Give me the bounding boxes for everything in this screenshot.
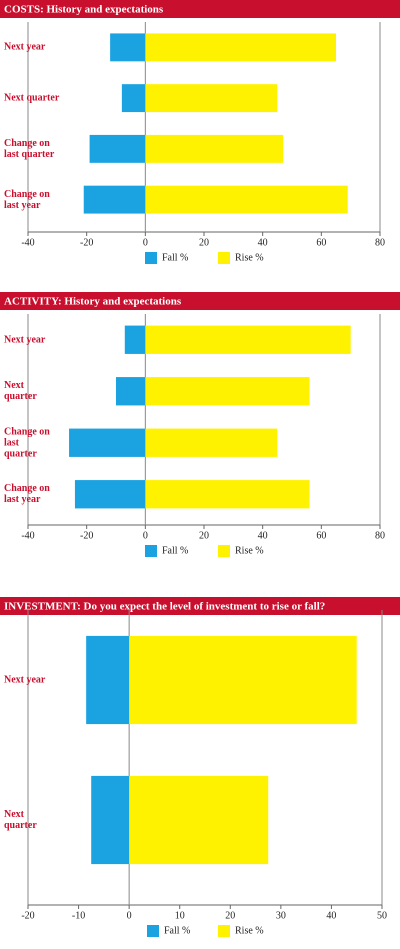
category-label: Change on last quarter [4, 137, 55, 160]
category-label: Next year [4, 674, 46, 686]
x-tick-label: 0 [143, 530, 148, 541]
bar [89, 134, 146, 163]
bar [145, 33, 336, 62]
x-tick-label: 0 [127, 910, 132, 921]
chart-panel: ACTIVITY: History and expectations -40 -20… [0, 292, 400, 557]
legend-label: Rise % [235, 925, 264, 936]
x-tick-label: -10 [72, 910, 85, 921]
x-tick-label: 40 [258, 530, 268, 541]
bar [129, 635, 357, 725]
legend-swatch [218, 545, 230, 557]
x-tick-label: 60 [316, 237, 326, 248]
chart-panel: INVESTMENT: Do you expect the level of i… [0, 597, 400, 937]
bar [129, 775, 269, 865]
x-tick-label: 50 [377, 910, 387, 921]
chart-title: COSTS: History and expectations [4, 4, 164, 16]
title-band [0, 597, 400, 615]
bar [124, 325, 146, 354]
bar [145, 185, 348, 214]
category-label: Change on last year [4, 188, 50, 211]
bar [91, 775, 130, 865]
x-tick-label: 20 [199, 530, 209, 541]
category-label: Next year [4, 334, 46, 346]
title-band [0, 0, 400, 18]
legend-swatch [145, 545, 157, 557]
bar [121, 84, 146, 113]
legend-label: Fall % [162, 545, 188, 556]
chart-title: INVESTMENT: Do you expect the level of i… [4, 601, 325, 613]
bar [74, 480, 146, 509]
bar [145, 428, 278, 457]
legend-label: Rise % [235, 545, 264, 556]
x-tick-label: -40 [21, 237, 34, 248]
category-label: Next quarter [4, 92, 60, 104]
x-tick-label: 80 [375, 530, 385, 541]
chart-panel: COSTS: History and expectations -40 -20 0 20… [0, 0, 400, 264]
bar [110, 33, 146, 62]
legend-swatch [147, 925, 159, 937]
category-label: Change on last year [4, 483, 50, 506]
x-tick-label: -20 [21, 910, 34, 921]
legend-label: Rise % [235, 252, 264, 263]
bar [145, 480, 310, 509]
category-label: Change on last quarter [4, 426, 50, 460]
x-tick-label: -40 [21, 530, 34, 541]
x-tick-label: 20 [225, 910, 235, 921]
bar [145, 84, 278, 113]
x-tick-label: 0 [143, 237, 148, 248]
x-tick-label: 40 [258, 237, 268, 248]
legend-label: Fall % [164, 925, 190, 936]
bar [83, 185, 146, 214]
x-tick-label: 10 [175, 910, 185, 921]
x-tick-label: 80 [375, 237, 385, 248]
bar [145, 134, 284, 163]
bar [116, 377, 146, 406]
category-label: Next quarter [4, 809, 37, 831]
legend-swatch [218, 925, 230, 937]
x-tick-label: 20 [199, 237, 209, 248]
x-tick-label: 30 [276, 910, 286, 921]
x-tick-label: -20 [80, 237, 93, 248]
bar [145, 325, 351, 354]
x-tick-label: 40 [326, 910, 336, 921]
chart-title: ACTIVITY: History and expectations [4, 296, 182, 308]
legend-swatch [145, 252, 157, 264]
bar [145, 377, 310, 406]
x-tick-label: -20 [80, 530, 93, 541]
category-label: Next year [4, 41, 46, 53]
x-tick-label: 60 [316, 530, 326, 541]
bar [69, 428, 146, 457]
legend-label: Fall % [162, 252, 188, 263]
category-label: Next quarter [4, 380, 37, 403]
title-band [0, 292, 400, 310]
bar [86, 635, 130, 725]
legend-swatch [218, 252, 230, 264]
